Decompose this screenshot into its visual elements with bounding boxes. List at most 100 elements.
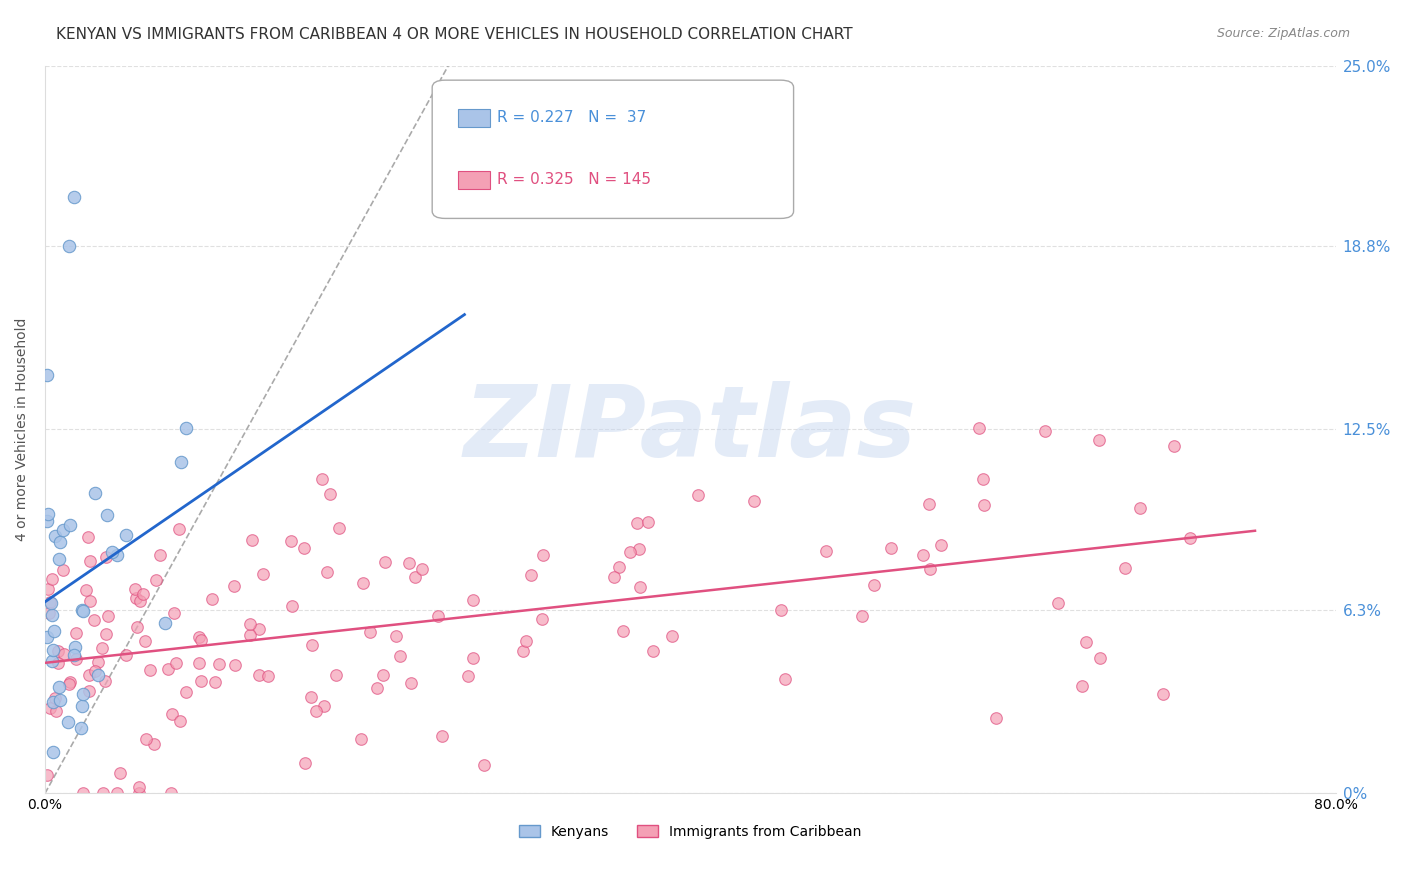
Point xyxy=(686,488,709,502)
Point xyxy=(398,556,420,570)
Point xyxy=(319,487,342,501)
Point xyxy=(96,627,118,641)
Point xyxy=(35,768,58,782)
Point xyxy=(411,562,433,576)
Point xyxy=(1152,687,1174,701)
Point xyxy=(984,710,1007,724)
Point xyxy=(45,704,67,718)
Text: KENYAN VS IMMIGRANTS FROM CARIBBEAN 4 OR MORE VEHICLES IN HOUSEHOLD CORRELATION : KENYAN VS IMMIGRANTS FROM CARIBBEAN 4 OR… xyxy=(56,27,853,42)
Point xyxy=(314,698,336,713)
Point xyxy=(641,644,664,658)
Point xyxy=(170,455,193,469)
Point xyxy=(65,626,87,640)
Point xyxy=(97,608,120,623)
Point xyxy=(115,528,138,542)
Point xyxy=(661,629,683,643)
Point xyxy=(371,668,394,682)
Point xyxy=(167,522,190,536)
Point xyxy=(132,587,155,601)
Point xyxy=(515,634,537,648)
Point xyxy=(512,643,534,657)
Point xyxy=(44,691,66,706)
Point xyxy=(37,507,59,521)
Point xyxy=(1074,635,1097,649)
Point xyxy=(1033,424,1056,438)
Point xyxy=(58,518,80,533)
Point xyxy=(224,657,246,672)
Point xyxy=(405,570,427,584)
Point xyxy=(1090,651,1112,665)
Point xyxy=(76,530,98,544)
Point xyxy=(124,582,146,597)
Point xyxy=(91,786,114,800)
Point xyxy=(349,732,371,747)
Point xyxy=(967,421,990,435)
Point xyxy=(128,780,150,794)
Bar xyxy=(458,171,491,189)
Point xyxy=(920,562,942,576)
Point xyxy=(142,737,165,751)
Point xyxy=(239,628,262,642)
Point xyxy=(128,786,150,800)
Point xyxy=(160,706,183,721)
Point xyxy=(38,594,60,608)
Point xyxy=(70,721,93,735)
Point xyxy=(63,189,86,203)
Point xyxy=(294,756,316,770)
Point xyxy=(389,648,412,663)
Point xyxy=(612,624,634,638)
Point xyxy=(127,620,149,634)
Point xyxy=(1088,434,1111,448)
Point xyxy=(165,656,187,670)
Point xyxy=(46,656,69,670)
Bar xyxy=(458,109,491,128)
Point xyxy=(531,548,554,562)
Point xyxy=(463,651,485,665)
Point xyxy=(257,668,280,682)
Point xyxy=(39,596,62,610)
Point xyxy=(87,668,110,682)
Point xyxy=(72,786,94,800)
Point xyxy=(352,575,374,590)
Point xyxy=(65,651,87,665)
Point xyxy=(603,570,626,584)
Point xyxy=(48,693,70,707)
Point xyxy=(35,515,58,529)
Point xyxy=(91,641,114,656)
Point xyxy=(208,657,231,672)
Point xyxy=(96,508,118,522)
Point xyxy=(222,579,245,593)
Point xyxy=(252,566,274,581)
Point xyxy=(359,625,381,640)
Point xyxy=(325,667,347,681)
Point xyxy=(742,494,765,508)
Point xyxy=(626,516,648,530)
Text: Source: ZipAtlas.com: Source: ZipAtlas.com xyxy=(1216,27,1350,40)
Point xyxy=(1071,679,1094,693)
Point xyxy=(58,676,80,690)
Point xyxy=(311,472,333,486)
Text: R = 0.325   N = 145: R = 0.325 N = 145 xyxy=(496,172,651,187)
Point xyxy=(461,593,484,607)
Point xyxy=(115,648,138,663)
Point xyxy=(63,640,86,655)
Point xyxy=(42,695,65,709)
Point xyxy=(299,690,322,704)
Point xyxy=(972,472,994,486)
Point xyxy=(157,662,180,676)
Point xyxy=(163,606,186,620)
Point xyxy=(457,668,479,682)
Point xyxy=(41,654,63,668)
Point xyxy=(108,766,131,780)
Point xyxy=(83,613,105,627)
Point xyxy=(1178,531,1201,545)
Text: ZIPatlas: ZIPatlas xyxy=(464,381,917,478)
Point xyxy=(281,599,304,614)
Point xyxy=(239,616,262,631)
Point xyxy=(48,535,70,549)
Point xyxy=(247,667,270,681)
Point xyxy=(79,594,101,608)
Point xyxy=(619,545,641,559)
Point xyxy=(929,539,952,553)
Point xyxy=(190,632,212,647)
